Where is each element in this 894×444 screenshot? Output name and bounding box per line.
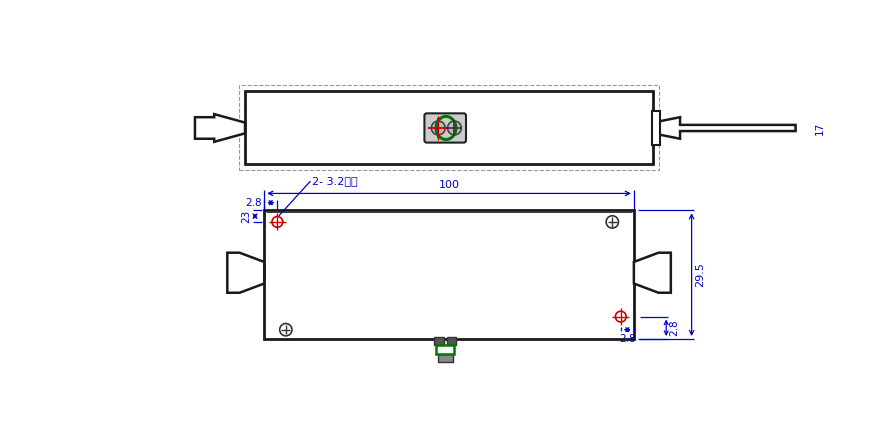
Text: 2.8: 2.8 [669, 320, 679, 336]
Bar [239, 85, 659, 170]
Polygon shape [633, 253, 670, 293]
Circle shape [615, 311, 626, 322]
Circle shape [431, 121, 444, 135]
Text: 2.8: 2.8 [245, 198, 262, 208]
Polygon shape [653, 117, 795, 139]
Text: 29.5: 29.5 [694, 262, 704, 287]
Circle shape [605, 216, 618, 228]
Circle shape [279, 324, 291, 336]
Bar [434, 337, 443, 345]
FancyBboxPatch shape [424, 113, 466, 143]
Text: 100: 100 [438, 180, 459, 190]
Bar [435, 345, 454, 354]
Circle shape [447, 121, 461, 135]
Bar [437, 353, 452, 362]
Text: 2- 3.2通孔: 2- 3.2通孔 [312, 176, 358, 186]
Bar [446, 337, 455, 345]
Text: 2.8: 2.8 [619, 333, 635, 344]
Bar [652, 111, 659, 145]
Bar [245, 91, 653, 164]
Text: 23: 23 [240, 210, 251, 223]
Polygon shape [227, 253, 264, 293]
Text: 17: 17 [814, 121, 824, 135]
Polygon shape [195, 114, 245, 142]
Circle shape [272, 217, 283, 227]
Bar [264, 210, 633, 339]
